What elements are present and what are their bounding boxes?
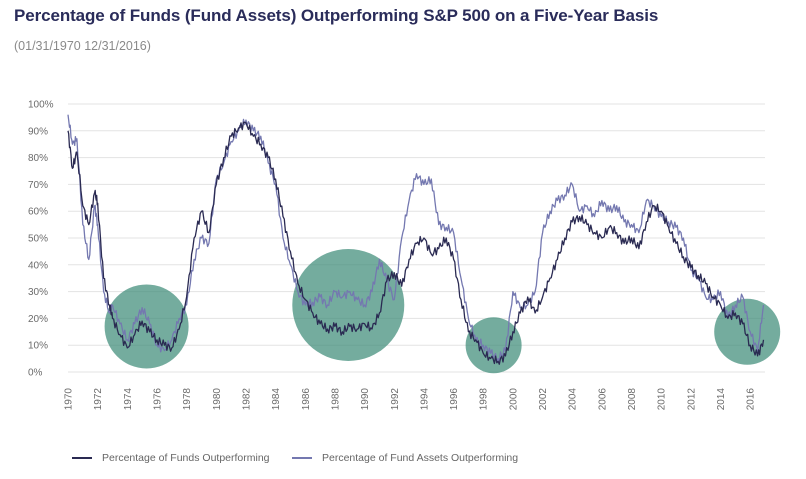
x-tick-label: 2004 xyxy=(568,388,579,411)
x-axis-ticks: 1970 1972 1974 1976 1978 1980 1982 1984 1986 1988… xyxy=(64,388,757,411)
x-tick-label: 2014 xyxy=(716,388,727,411)
legend-label-funds: Percentage of Funds Outperforming xyxy=(102,452,270,464)
x-tick-label: 1998 xyxy=(479,388,490,411)
x-tick-label: 2008 xyxy=(627,388,638,411)
y-tick-label: 40% xyxy=(28,260,48,271)
x-tick-label: 1976 xyxy=(152,388,163,411)
legend-swatch-assets xyxy=(292,457,312,460)
y-tick-label: 50% xyxy=(28,234,48,245)
x-tick-label: 1974 xyxy=(123,388,134,411)
x-tick-label: 1970 xyxy=(64,388,75,411)
highlight-circle xyxy=(292,249,405,361)
legend-item-funds: Percentage of Funds Outperforming xyxy=(72,452,270,464)
y-axis-ticks: 0% 10% 20% 30% 40% 50% 60% 70% 80% 90% 100% xyxy=(28,100,54,379)
x-tick-label: 2000 xyxy=(508,388,519,411)
x-tick-label: 1992 xyxy=(390,388,401,411)
highlight-circles xyxy=(104,249,781,374)
series-lines xyxy=(67,114,765,365)
chart-title: Percentage of Funds (Fund Assets) Outper… xyxy=(14,6,659,25)
x-tick-label: 2006 xyxy=(597,388,608,411)
x-tick-label: 2002 xyxy=(538,388,549,411)
chart-subtitle: (01/31/1970 12/31/2016) xyxy=(14,39,151,53)
x-tick-label: 2016 xyxy=(746,388,757,411)
x-tick-label: 1982 xyxy=(241,388,252,411)
y-tick-label: 10% xyxy=(28,341,48,352)
x-tick-label: 1994 xyxy=(419,388,430,411)
y-tick-label: 70% xyxy=(28,180,48,191)
series-line-funds xyxy=(67,121,765,365)
y-tick-label: 60% xyxy=(28,207,48,218)
highlight-circle xyxy=(465,317,522,374)
legend-swatch-funds xyxy=(72,457,92,460)
x-tick-label: 1996 xyxy=(449,388,460,411)
legend-item-assets: Percentage of Fund Assets Outperforming xyxy=(292,452,518,464)
legend-label-assets: Percentage of Fund Assets Outperforming xyxy=(322,452,519,464)
series-line-assets xyxy=(67,114,765,363)
y-tick-label: 90% xyxy=(28,126,48,137)
x-tick-label: 1984 xyxy=(271,388,282,411)
x-tick-label: 1978 xyxy=(182,388,193,411)
y-tick-label: 20% xyxy=(28,314,48,325)
y-tick-label: 0% xyxy=(28,368,43,379)
y-tick-label: 30% xyxy=(28,287,48,298)
x-tick-label: 1980 xyxy=(212,388,223,411)
x-tick-label: 1986 xyxy=(301,388,312,411)
x-tick-label: 2010 xyxy=(657,388,668,411)
x-tick-label: 2012 xyxy=(686,388,697,411)
x-tick-label: 1990 xyxy=(360,388,371,411)
y-tick-label: 80% xyxy=(28,153,48,164)
x-tick-label: 1972 xyxy=(93,388,104,411)
x-tick-label: 1988 xyxy=(330,388,341,411)
y-tick-label: 100% xyxy=(28,100,54,111)
